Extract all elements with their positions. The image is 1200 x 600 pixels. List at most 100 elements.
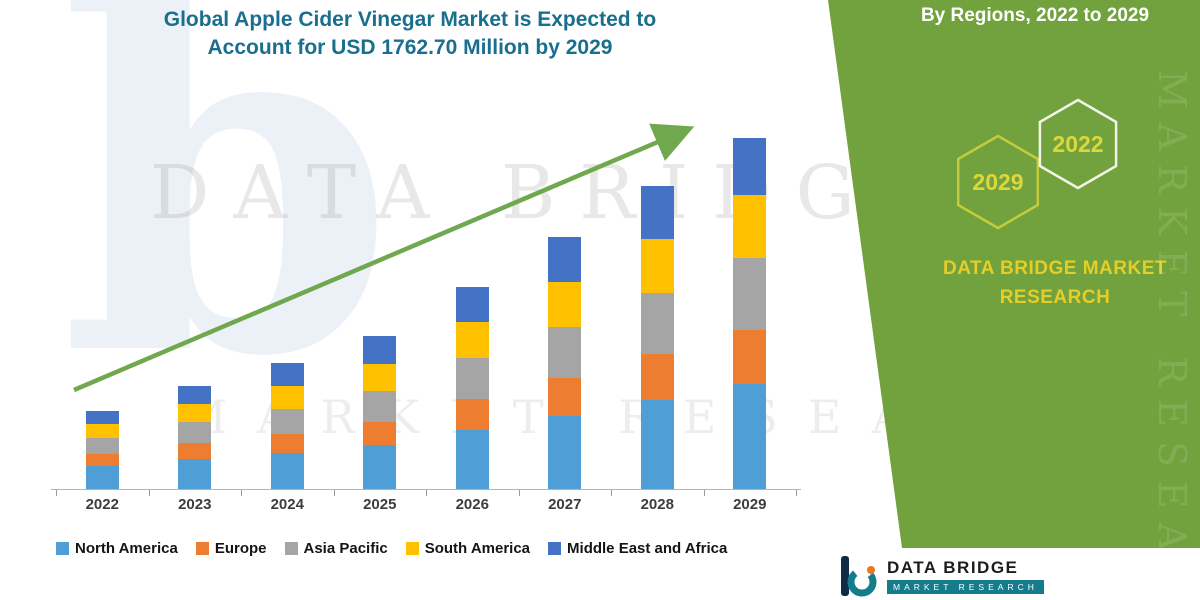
x-axis-line bbox=[51, 489, 801, 490]
footer-logo-tagline: MARKET RESEARCH bbox=[887, 580, 1044, 594]
legend-label-asia-pacific: Asia Pacific bbox=[303, 540, 388, 557]
legend-swatch-europe bbox=[195, 542, 209, 555]
hexagon-2022-label: 2022 bbox=[1052, 131, 1103, 157]
segment-2025-europe bbox=[363, 422, 397, 446]
stacked-bar-2022 bbox=[85, 410, 119, 490]
footer-logo: DATA BRIDGE MARKET RESEARCH bbox=[838, 554, 1044, 598]
segment-2029-south-america bbox=[733, 194, 767, 259]
stacked-bar-2023 bbox=[178, 385, 212, 490]
segment-2029-middle-east-and-africa bbox=[733, 138, 767, 195]
segment-2026-north-america bbox=[455, 430, 489, 490]
segment-2027-europe bbox=[548, 378, 582, 417]
x-label-2029: 2029 bbox=[733, 496, 767, 513]
legend-item-middle-east-and-africa: Middle East and Africa bbox=[548, 540, 727, 557]
segment-2022-asia-pacific bbox=[85, 438, 119, 454]
axis-tick bbox=[148, 490, 150, 496]
legend-label-north-america: North America bbox=[75, 540, 178, 557]
x-label-2028: 2028 bbox=[640, 496, 674, 513]
footer-logo-name: DATA BRIDGE bbox=[887, 558, 1019, 577]
legend-swatch-north-america bbox=[56, 542, 69, 555]
hexagon-2029-outline bbox=[956, 134, 1040, 230]
segment-2024-europe bbox=[270, 434, 304, 454]
panel-heading: By Regions, 2022 to 2029 bbox=[920, 5, 1150, 26]
segment-2022-north-america bbox=[85, 466, 119, 490]
legend-swatch-south-america bbox=[405, 542, 419, 555]
chart-title-line2: Account for USD 1762.70 Million by 2029 bbox=[207, 36, 613, 60]
segment-2028-europe bbox=[640, 354, 674, 401]
segment-2023-south-america bbox=[178, 404, 212, 423]
segment-2024-south-america bbox=[270, 386, 304, 409]
axis-tick bbox=[333, 490, 335, 496]
stacked-bar-2024 bbox=[270, 362, 304, 490]
axis-tick bbox=[56, 490, 57, 496]
panel-watermark-text: MARKET RESEARCH bbox=[1150, 70, 1194, 600]
segment-2025-asia-pacific bbox=[363, 391, 397, 423]
x-axis-ticks bbox=[56, 490, 797, 496]
x-label-2023: 2023 bbox=[178, 496, 212, 513]
bar-slot-2028 bbox=[611, 118, 704, 490]
chart-title: Global Apple Cider Vinegar Market is Exp… bbox=[0, 6, 820, 63]
segment-2024-middle-east-and-africa bbox=[270, 362, 304, 387]
segment-2022-europe bbox=[85, 454, 119, 466]
stacked-bar-2026 bbox=[455, 286, 489, 490]
segment-2023-asia-pacific bbox=[178, 422, 212, 444]
legend-label-europe: Europe bbox=[214, 540, 267, 557]
axis-tick bbox=[241, 490, 242, 496]
axis-tick bbox=[426, 490, 427, 496]
stacked-bar-2028 bbox=[640, 185, 674, 490]
segment-2028-middle-east-and-africa bbox=[640, 185, 674, 240]
segment-2028-south-america bbox=[640, 239, 674, 294]
segment-2027-asia-pacific bbox=[548, 327, 582, 379]
segment-2023-europe bbox=[178, 443, 212, 459]
stacked-bar-2029 bbox=[733, 138, 767, 490]
legend-item-asia-pacific: Asia Pacific bbox=[284, 540, 388, 557]
x-label-2024: 2024 bbox=[270, 496, 304, 513]
plot-area: 2022 2023 2024 2025 2026 2027 2028 2029 bbox=[51, 118, 801, 513]
legend-item-north-america: North America bbox=[56, 540, 178, 557]
footer-logo-text: DATA BRIDGE MARKET RESEARCH bbox=[887, 558, 1044, 594]
bar-slot-2029 bbox=[704, 118, 797, 490]
segment-2023-north-america bbox=[178, 459, 212, 490]
x-label-2027: 2027 bbox=[548, 496, 582, 513]
segment-2027-middle-east-and-africa bbox=[548, 237, 582, 283]
segment-2024-north-america bbox=[270, 453, 304, 490]
stacked-bar-2025 bbox=[363, 336, 397, 490]
hexagon-badges: 2029 2022 bbox=[956, 98, 1118, 230]
bar-slot-2025 bbox=[334, 118, 427, 490]
segment-2026-asia-pacific bbox=[455, 358, 489, 400]
segment-2026-europe bbox=[455, 399, 489, 431]
segment-2025-north-america bbox=[363, 445, 397, 490]
segment-2024-asia-pacific bbox=[270, 408, 304, 435]
segment-2028-asia-pacific bbox=[640, 293, 674, 355]
legend-label-south-america: South America bbox=[424, 540, 531, 557]
bar-slot-2027 bbox=[519, 118, 612, 490]
bar-slot-2022 bbox=[56, 118, 149, 490]
x-label-2022: 2022 bbox=[85, 496, 119, 513]
segment-2025-middle-east-and-africa bbox=[363, 336, 397, 365]
chart-title-line1: Global Apple Cider Vinegar Market is Exp… bbox=[163, 8, 657, 31]
x-label-2025: 2025 bbox=[363, 496, 397, 513]
stacked-bar-2027 bbox=[548, 237, 582, 490]
hexagon-2029-label: 2029 bbox=[972, 169, 1023, 195]
axis-tick bbox=[518, 490, 520, 496]
segment-2029-europe bbox=[733, 330, 767, 385]
hexagon-2022-outline bbox=[1038, 98, 1118, 190]
segment-2027-north-america bbox=[548, 416, 582, 490]
segment-2022-middle-east-and-africa bbox=[85, 410, 119, 424]
x-label-2026: 2026 bbox=[455, 496, 489, 513]
panel-brand-text: DATA BRIDGE MARKET RESEARCH bbox=[943, 258, 1167, 309]
legend-swatch-asia-pacific bbox=[284, 542, 298, 555]
databridge-logo-icon bbox=[841, 556, 877, 597]
segment-2025-south-america bbox=[363, 364, 397, 392]
segment-2026-middle-east-and-africa bbox=[455, 286, 489, 323]
bar-slot-2023 bbox=[149, 118, 242, 490]
legend-item-europe: Europe bbox=[195, 540, 267, 557]
segment-2028-north-america bbox=[640, 400, 674, 490]
axis-tick bbox=[611, 490, 612, 496]
legend-swatch-middle-east-and-africa bbox=[548, 542, 562, 555]
axis-tick bbox=[796, 490, 797, 496]
legend-label-middle-east-and-africa: Middle East and Africa bbox=[567, 540, 728, 557]
segment-2029-north-america bbox=[733, 384, 767, 490]
